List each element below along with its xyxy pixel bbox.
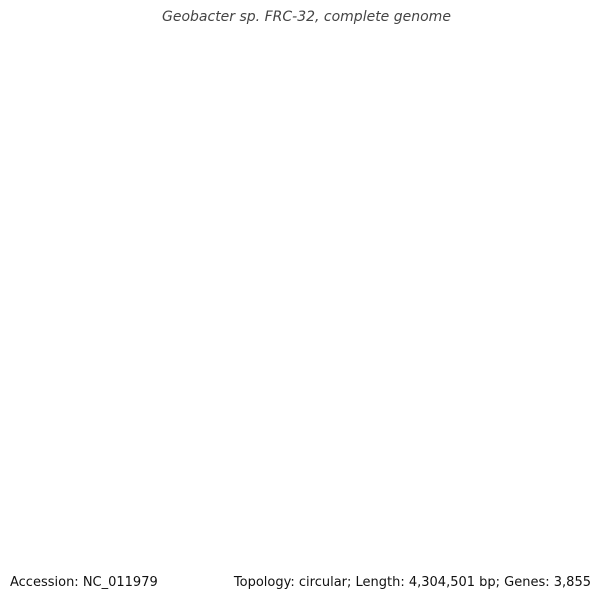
map-title: Geobacter sp. FRC-32, complete genome xyxy=(160,9,453,25)
topology-text: Topology: circular; Length: 4,304,501 bp… xyxy=(233,575,591,590)
accession-text: Accession: NC_011979 xyxy=(10,575,158,590)
